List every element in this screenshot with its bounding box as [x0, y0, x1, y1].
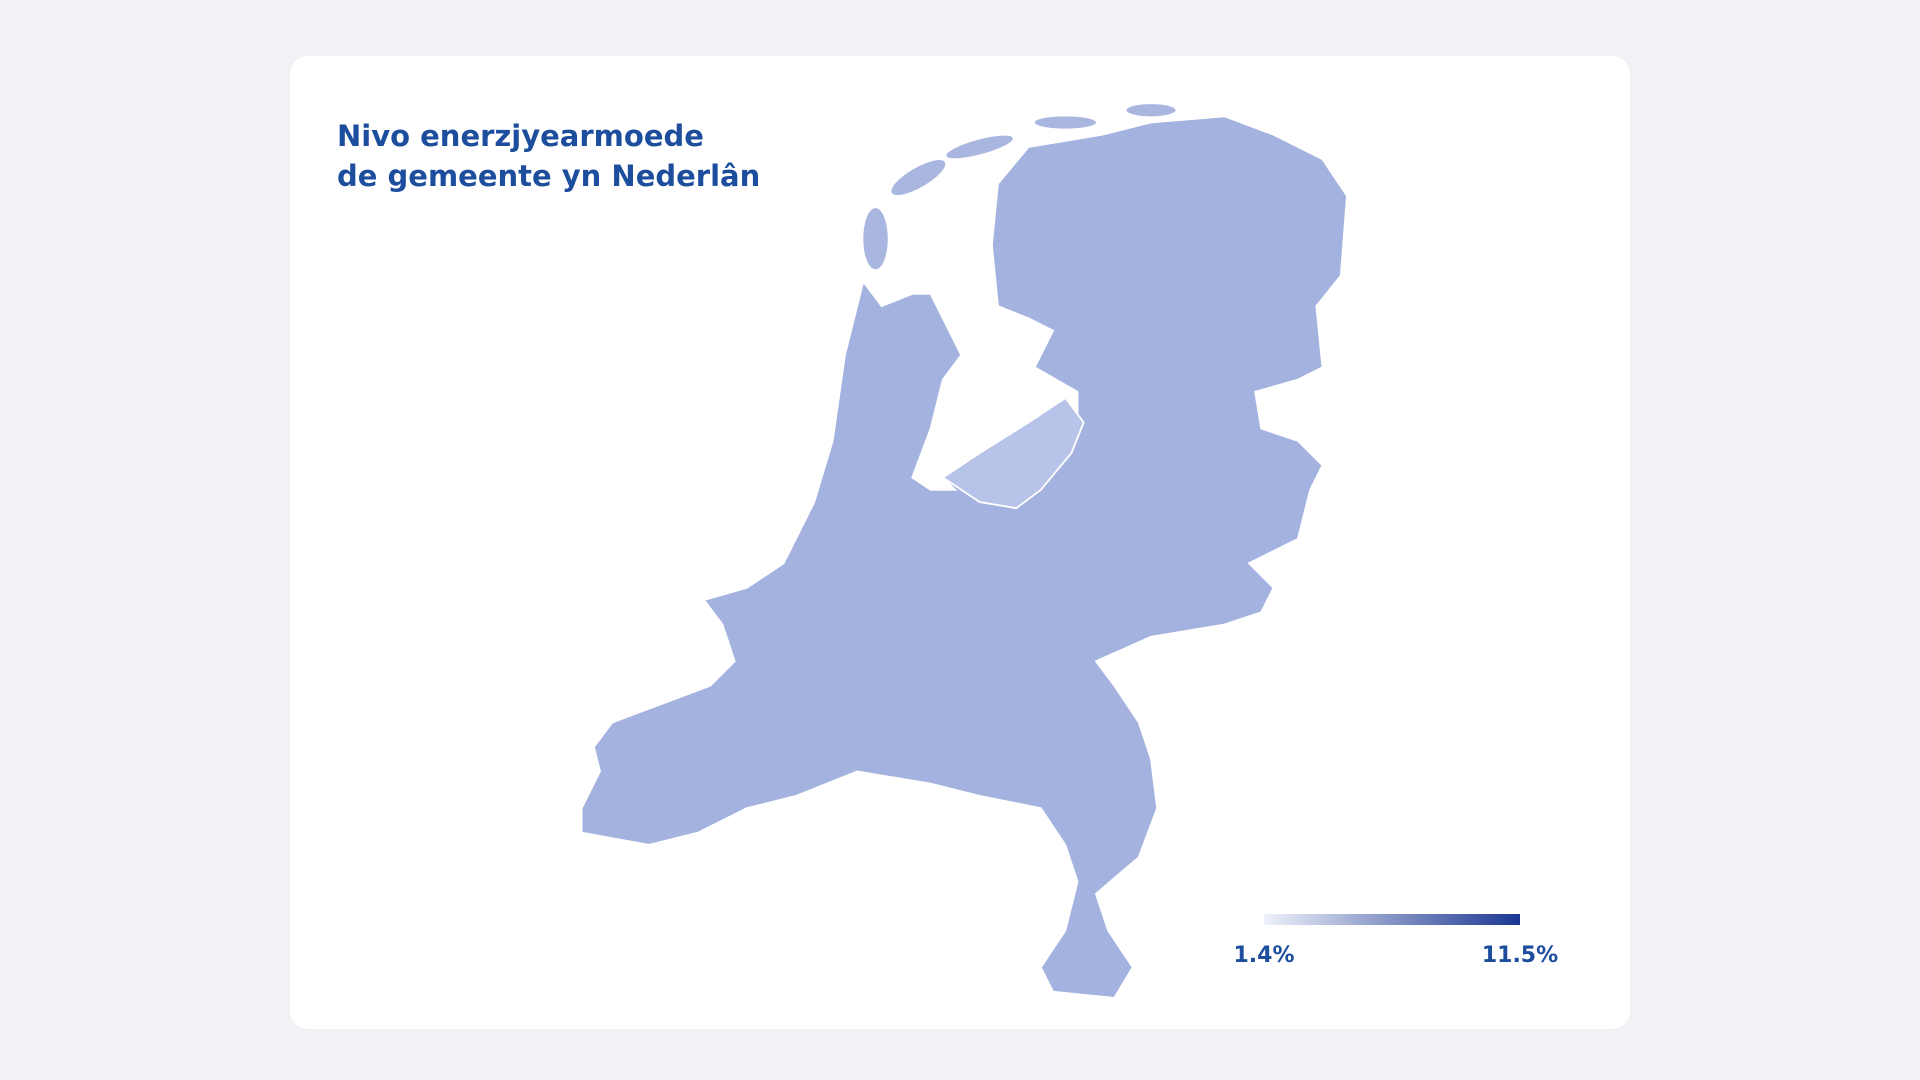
- island: [863, 208, 888, 270]
- legend-min-label: 1.4%: [1233, 943, 1294, 968]
- island: [891, 160, 946, 196]
- island: [1126, 104, 1176, 117]
- island: [1034, 116, 1096, 129]
- legend-max-label: 11.5%: [1482, 943, 1558, 968]
- map-title: Nivo enerzjyearmoede de gemeente yn Nede…: [337, 116, 760, 196]
- legend-bar: [1264, 914, 1520, 925]
- title-line: Nivo enerzjyearmoede: [337, 119, 704, 153]
- netherlands: [580, 104, 1348, 999]
- flevoland: [941, 396, 1085, 510]
- title-line: de gemeente yn Nederlân: [337, 159, 761, 193]
- country-shape: [580, 115, 1348, 999]
- island: [946, 135, 1013, 159]
